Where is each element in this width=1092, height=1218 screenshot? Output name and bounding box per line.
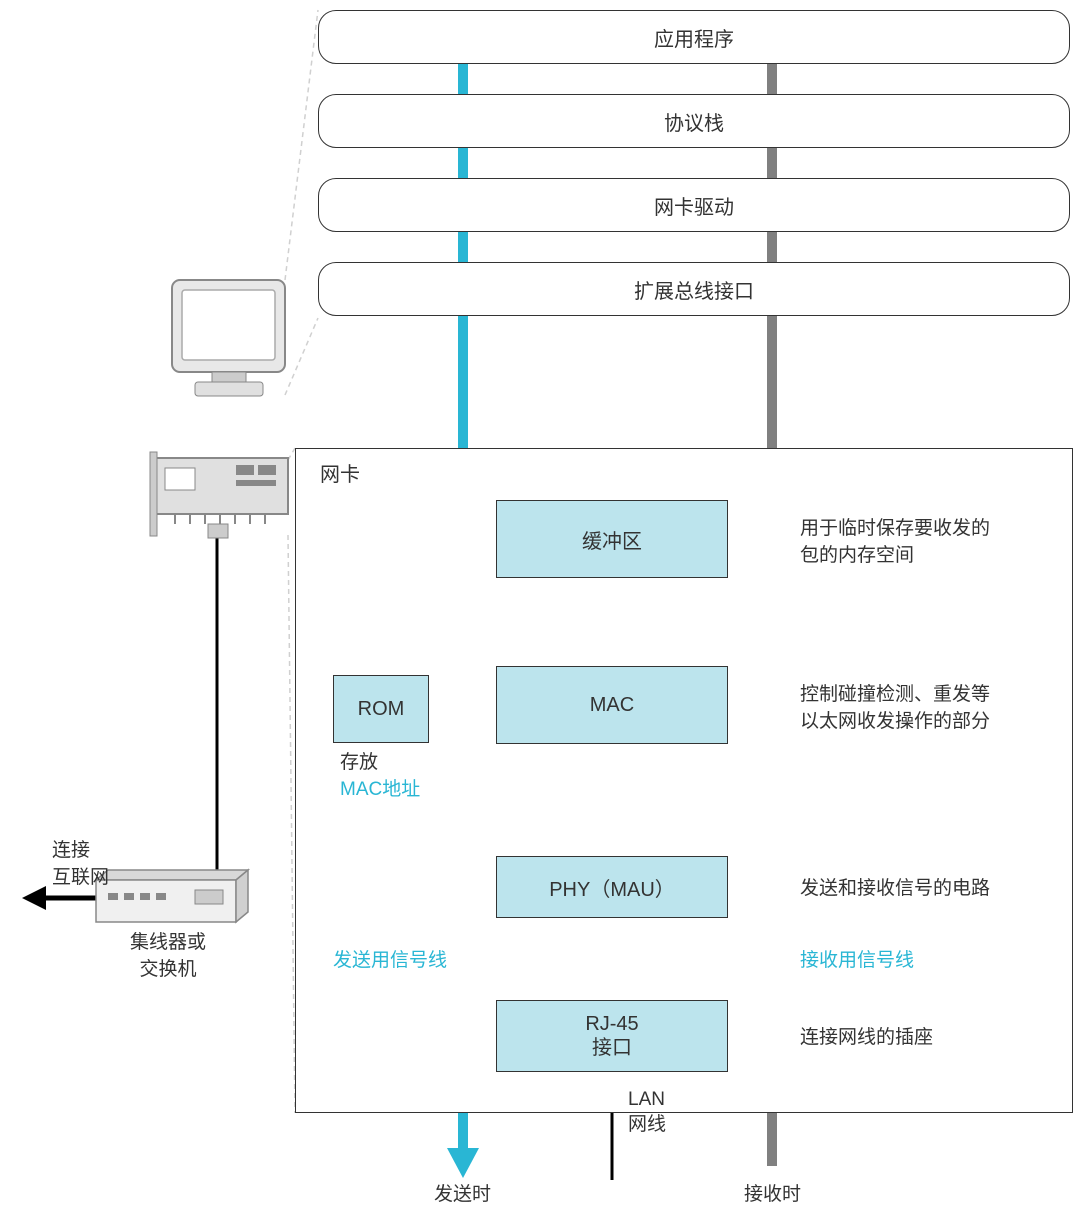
lan-cable-l1: LAN xyxy=(628,1089,665,1110)
hub-icon xyxy=(96,870,248,922)
box-buffer-label: 缓冲区 xyxy=(582,525,642,554)
rom-caption-l2: MAC地址 xyxy=(340,779,420,800)
box-rom: ROM xyxy=(333,675,429,743)
lan-cable-label: LAN 网线 xyxy=(628,1088,666,1137)
send-label: 发送时 xyxy=(434,1182,491,1209)
box-buffer: 缓冲区 xyxy=(496,500,728,578)
rx-signal-label: 接收用信号线 xyxy=(800,948,914,975)
monitor-connector xyxy=(285,10,318,395)
tx-signal-label: 发送用信号线 xyxy=(322,948,447,975)
nic-card-icon xyxy=(150,452,288,538)
annot-buffer: 用于临时保存要收发的 包的内存空间 xyxy=(800,516,990,569)
internet-label-l2: 互联网 xyxy=(52,867,109,888)
annot-rj45: 连接网线的插座 xyxy=(800,1025,933,1052)
layer-protocol: 协议栈 xyxy=(318,94,1070,148)
recv-label: 接收时 xyxy=(744,1182,801,1209)
lan-cable-l2: 网线 xyxy=(628,1114,666,1135)
box-rj45-label1: RJ-45 xyxy=(585,1012,638,1036)
box-mac: MAC xyxy=(496,666,728,744)
internet-label: 连接 互联网 xyxy=(52,838,109,891)
hub-caption: 集线器或 交换机 xyxy=(130,930,206,983)
annot-mac: 控制碰撞检测、重发等 以太网收发操作的部分 xyxy=(800,682,990,735)
layer-protocol-label: 协议栈 xyxy=(664,107,724,136)
box-rom-label: ROM xyxy=(358,698,405,721)
internet-label-l1: 连接 xyxy=(52,840,90,861)
annot-phy: 发送和接收信号的电路 xyxy=(800,876,990,903)
layer-app-label: 应用程序 xyxy=(654,23,734,52)
layer-bus: 扩展总线接口 xyxy=(318,262,1070,316)
nic-label: 网卡 xyxy=(320,458,360,487)
hub-caption-l1: 集线器或 xyxy=(130,932,206,953)
layer-driver-label: 网卡驱动 xyxy=(654,191,734,220)
box-phy: PHY（MAU） xyxy=(496,856,728,918)
box-rj45-label2: 接口 xyxy=(592,1036,632,1060)
box-phy-label: PHY（MAU） xyxy=(549,873,675,902)
layer-bus-label: 扩展总线接口 xyxy=(634,275,754,304)
niccard-connector xyxy=(288,448,295,1113)
box-rj45: RJ-45 接口 xyxy=(496,1000,728,1072)
box-mac-label: MAC xyxy=(590,694,634,717)
layer-app: 应用程序 xyxy=(318,10,1070,64)
rom-caption-l1: 存放 xyxy=(340,752,378,773)
rom-caption: 存放 MAC地址 xyxy=(340,750,420,803)
monitor-icon xyxy=(172,280,285,396)
layer-driver: 网卡驱动 xyxy=(318,178,1070,232)
hub-caption-l2: 交换机 xyxy=(140,959,197,980)
